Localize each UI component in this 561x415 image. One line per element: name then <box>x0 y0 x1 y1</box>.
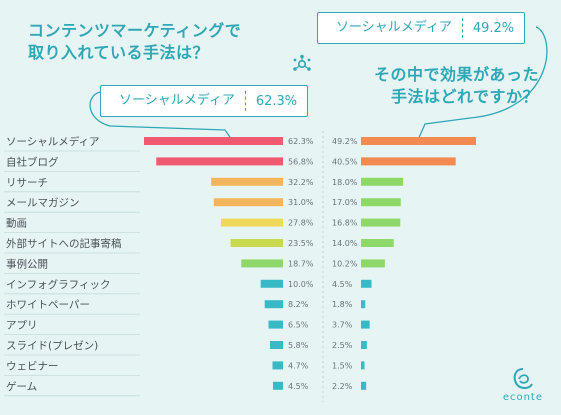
category-label: 動画 <box>6 217 27 230</box>
right-title-line2: 手法はどれですか？ <box>390 87 539 106</box>
left-value-label: 8.2% <box>288 300 309 309</box>
left-bar <box>230 239 283 247</box>
left-bar <box>144 137 283 145</box>
right-bar <box>361 300 366 309</box>
right-value-label: 14.0% <box>332 239 358 248</box>
left-value-label: 32.2% <box>288 178 314 187</box>
category-label: スライド(プレゼン) <box>6 340 98 352</box>
right-tag-value: 49.2% <box>472 20 515 36</box>
left-bar <box>272 381 283 390</box>
right-value-label: 4.5% <box>332 280 353 289</box>
left-bar <box>241 259 283 268</box>
category-label: 事例公開 <box>6 257 48 270</box>
category-label: リサーチ <box>6 177 48 189</box>
right-bar <box>361 381 367 390</box>
category-label: ホワイトペーパー <box>6 299 90 311</box>
network-icon <box>293 54 311 71</box>
left-value-label: 31.0% <box>288 198 314 207</box>
right-title: その中で効果があった 手法はどれですか？ <box>374 64 539 108</box>
left-bar <box>264 300 283 309</box>
left-bar <box>156 157 283 166</box>
right-title-line1: その中で効果があった <box>373 65 539 84</box>
left-value-label: 56.8% <box>288 157 314 166</box>
right-bar <box>361 177 404 186</box>
category-label: インフォグラフィック <box>6 278 110 291</box>
right-bar <box>361 320 370 329</box>
left-tag-label: ソーシャルメディア <box>101 91 246 111</box>
econte-logo-mark <box>513 368 533 389</box>
right-value-label: 1.8% <box>332 300 353 309</box>
right-bar <box>361 361 365 370</box>
category-label: 外部サイトへの記事寄稿 <box>6 237 122 250</box>
left-title-line2: 取り入れている手法は？ <box>28 43 210 62</box>
category-label: ウェビナー <box>6 360 59 372</box>
category-label: メールマガジン <box>6 197 80 209</box>
left-value-label: 10.0% <box>288 280 314 289</box>
left-value-label: 5.8% <box>288 341 309 350</box>
right-bar <box>361 198 401 207</box>
right-value-label: 18.0% <box>332 178 358 187</box>
left-bar <box>260 279 283 288</box>
left-bar <box>268 320 283 329</box>
left-value-label: 27.8% <box>288 219 314 228</box>
right-value-label: 16.8% <box>332 219 358 228</box>
left-bar <box>211 177 283 186</box>
left-tag-value: 62.3% <box>255 93 298 109</box>
left-value-label: 18.7% <box>288 259 314 268</box>
right-value-label: 1.5% <box>332 361 353 370</box>
left-value-label: 6.5% <box>288 321 309 330</box>
category-label: アプリ <box>6 320 38 332</box>
left-bar <box>270 341 283 349</box>
right-bar <box>361 239 394 247</box>
right-value-label: 17.0% <box>332 198 358 207</box>
left-value-label: 62.3% <box>288 137 314 146</box>
econte-logo: econte <box>503 366 543 403</box>
left-title-line1: コンテンツマーケティングで <box>28 21 242 40</box>
right-value-label: 10.2% <box>332 259 358 268</box>
left-bar <box>272 361 283 370</box>
right-bar <box>361 137 476 145</box>
right-value-label: 40.5% <box>332 157 358 166</box>
right-bar <box>361 259 385 268</box>
right-value-label: 2.5% <box>332 341 353 350</box>
category-label: ゲーム <box>6 381 37 393</box>
right-bar <box>361 218 401 227</box>
right-value-label: 49.2% <box>332 137 358 146</box>
right-connector <box>417 26 548 141</box>
left-bar <box>213 198 283 207</box>
right-bar <box>361 341 367 349</box>
right-tag-label: ソーシャルメディア <box>318 18 463 38</box>
left-value-label: 4.5% <box>288 382 309 391</box>
left-highlight-tag: ソーシャルメディア 62.3% <box>100 85 309 117</box>
right-bar <box>361 157 456 166</box>
right-value-label: 3.7% <box>332 321 353 330</box>
left-value-label: 23.5% <box>288 239 314 248</box>
right-highlight-tag: ソーシャルメディア 49.2% <box>317 12 526 44</box>
left-title: コンテンツマーケティングで 取り入れている手法は？ <box>28 20 241 64</box>
category-label: ソーシャルメディア <box>6 135 100 148</box>
category-label: 自社ブログ <box>6 155 59 168</box>
right-value-label: 2.2% <box>332 382 353 391</box>
left-bar <box>220 218 283 227</box>
left-value-label: 4.7% <box>288 361 309 370</box>
left-connector <box>89 91 233 141</box>
logo-text: econte <box>502 392 543 403</box>
right-bar <box>361 279 372 288</box>
